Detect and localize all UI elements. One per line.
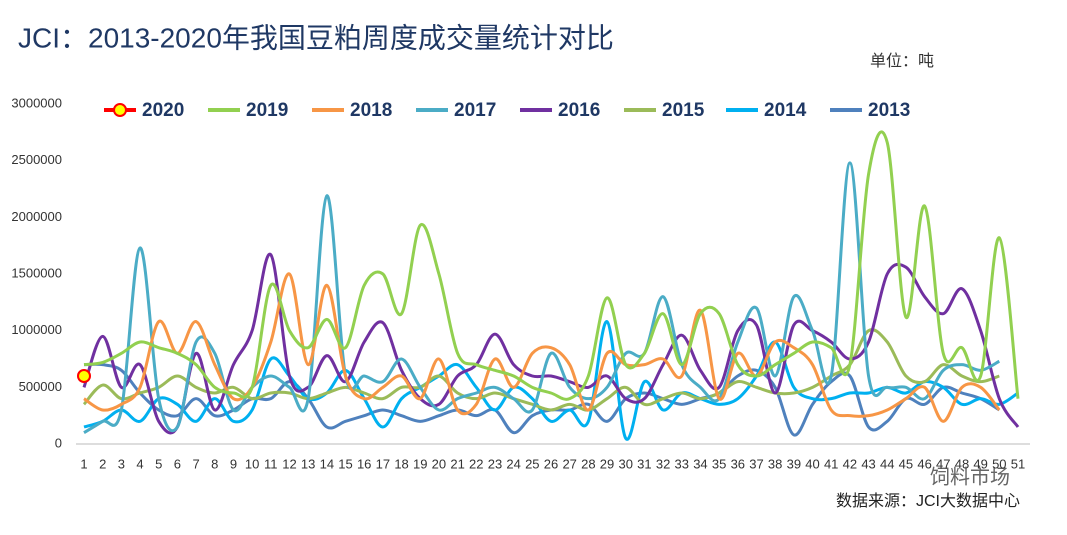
x-tick-label: 20 (432, 456, 446, 471)
chart-title: JCI：2013-2020年我国豆粕周度成交量统计对比 (18, 22, 614, 53)
y-tick-label: 500000 (19, 379, 62, 394)
x-tick-label: 37 (749, 456, 763, 471)
legend-label: 2016 (558, 100, 600, 121)
x-tick-label: 17 (376, 456, 390, 471)
x-tick-label: 11 (264, 456, 278, 471)
x-tick-label: 25 (525, 456, 539, 471)
x-tick-label: 39 (787, 456, 801, 471)
x-tick-label: 51 (1011, 456, 1025, 471)
x-tick-label: 12 (282, 456, 296, 471)
x-tick-label: 29 (600, 456, 614, 471)
x-tick-label: 42 (843, 456, 857, 471)
x-tick-label: 3 (118, 456, 125, 471)
x-tick-label: 30 (618, 456, 632, 471)
legend-label: 2020 (142, 100, 184, 121)
x-tick-label: 48 (955, 456, 969, 471)
series-line (83, 272, 1001, 423)
x-tick-label: 38 (768, 456, 782, 471)
x-tick-label: 4 (136, 456, 143, 471)
series-line (82, 253, 1020, 435)
legend-label: 2013 (868, 100, 910, 121)
series-line (83, 161, 1001, 434)
x-tick-label: 14 (320, 456, 334, 471)
legend-label: 2019 (246, 100, 288, 121)
x-tick-label: 13 (301, 456, 315, 471)
x-tick-label: 50 (992, 456, 1006, 471)
unit-label: 单位：吨 (870, 52, 934, 70)
series-line (83, 320, 1019, 441)
x-tick-label: 33 (675, 456, 689, 471)
legend-label: 2014 (764, 100, 807, 121)
x-tick-label: 35 (712, 456, 726, 471)
series-line (83, 130, 1020, 401)
x-tick-label: 24 (506, 456, 520, 471)
x-tick-label: 40 (805, 456, 819, 471)
x-tick-label: 34 (693, 456, 707, 471)
x-tick-label: 10 (245, 456, 259, 471)
x-tick-label: 23 (488, 456, 502, 471)
y-tick-label: 2500000 (11, 152, 62, 167)
x-tick-label: 15 (338, 456, 352, 471)
legend-label: 2017 (454, 100, 496, 121)
legend-label: 2018 (350, 100, 392, 121)
x-tick-label: 47 (936, 456, 950, 471)
x-tick-label: 32 (656, 456, 670, 471)
y-tick-label: 1500000 (11, 265, 62, 280)
x-tick-label: 46 (917, 456, 931, 471)
x-tick-label: 8 (211, 456, 218, 471)
x-tick-label: 26 (544, 456, 558, 471)
legend-marker (113, 103, 127, 117)
x-tick-label: 16 (357, 456, 371, 471)
x-tick-label: 6 (174, 456, 181, 471)
x-tick-label: 5 (155, 456, 162, 471)
x-tick-label: 9 (230, 456, 237, 471)
x-tick-label: 44 (880, 456, 894, 471)
x-tick-label: 1 (80, 456, 87, 471)
x-tick-label: 43 (861, 456, 875, 471)
legend-label: 2015 (662, 100, 705, 121)
x-tick-label: 18 (394, 456, 408, 471)
x-tick-label: 27 (562, 456, 576, 471)
x-tick-label: 36 (731, 456, 745, 471)
source-label: 数据来源：JCI大数据中心 (836, 492, 1020, 510)
y-tick-label: 3000000 (11, 95, 62, 110)
x-tick-label: 49 (973, 456, 987, 471)
x-tick-label: 22 (469, 456, 483, 471)
x-tick-label: 19 (413, 456, 427, 471)
y-tick-label: 2000000 (11, 209, 62, 224)
x-tick-label: 45 (899, 456, 913, 471)
x-tick-label: 41 (824, 456, 838, 471)
x-tick-label: 2 (99, 456, 106, 471)
x-tick-label: 21 (450, 456, 464, 471)
series-marker (77, 369, 91, 383)
x-tick-label: 31 (637, 456, 651, 471)
x-tick-label: 7 (192, 456, 199, 471)
y-tick-label: 1000000 (11, 322, 62, 337)
x-tick-label: 28 (581, 456, 595, 471)
logo-text: 饲料市场 (930, 465, 1010, 488)
y-tick-label: 0 (55, 435, 62, 450)
